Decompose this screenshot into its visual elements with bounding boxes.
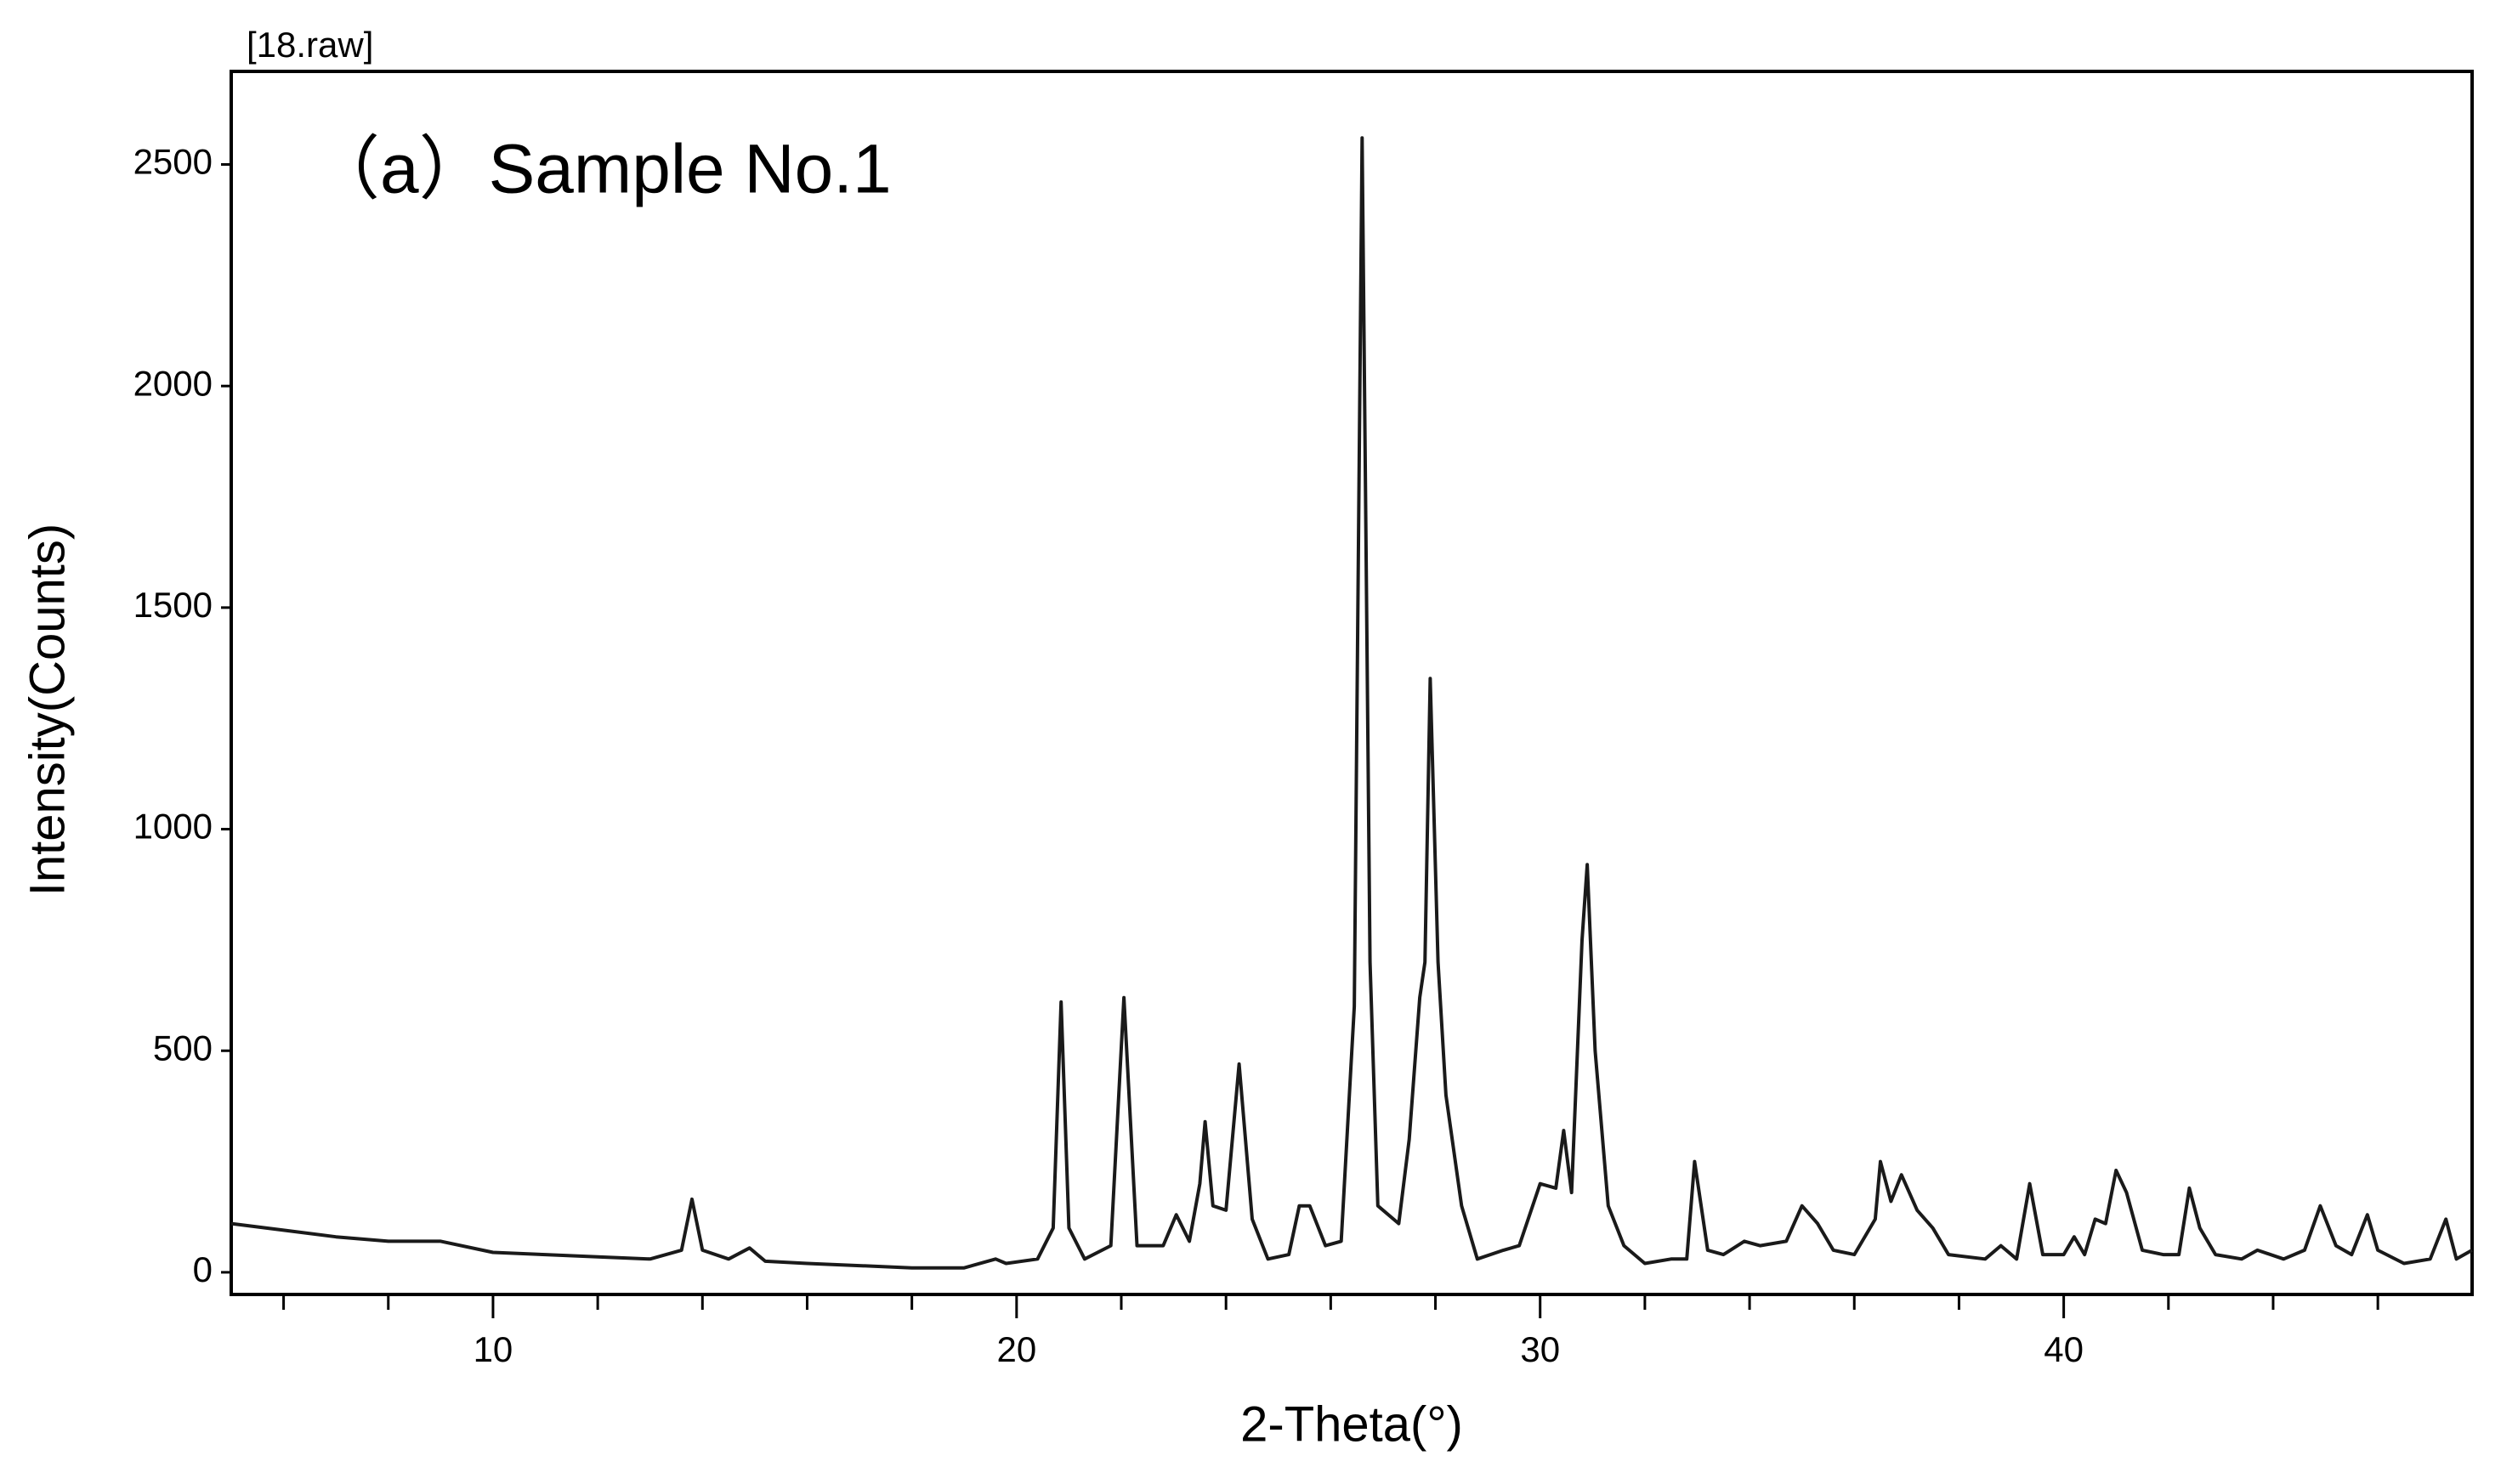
y-tick-label: 2000 xyxy=(133,363,213,403)
y-tick-label: 1000 xyxy=(133,807,213,847)
chart-title: [18.raw] xyxy=(247,25,373,65)
x-tick-label: 30 xyxy=(1520,1329,1560,1369)
x-axis-label: 2-Theta(°) xyxy=(1240,1396,1463,1452)
x-tick-label: 10 xyxy=(474,1329,513,1369)
y-tick-label: 0 xyxy=(193,1249,213,1289)
y-axis-label: Intensity(Counts) xyxy=(20,524,75,896)
annotation: （a）Sample No.1 xyxy=(310,131,892,208)
y-tick-label: 2500 xyxy=(133,142,213,182)
x-tick-label: 20 xyxy=(996,1329,1036,1369)
data-line xyxy=(230,136,2473,1270)
x-tick-label: 40 xyxy=(2044,1329,2084,1369)
y-tick-label: 1500 xyxy=(133,585,213,625)
plot-frame xyxy=(230,70,2474,1296)
y-tick-label: 500 xyxy=(153,1028,213,1068)
